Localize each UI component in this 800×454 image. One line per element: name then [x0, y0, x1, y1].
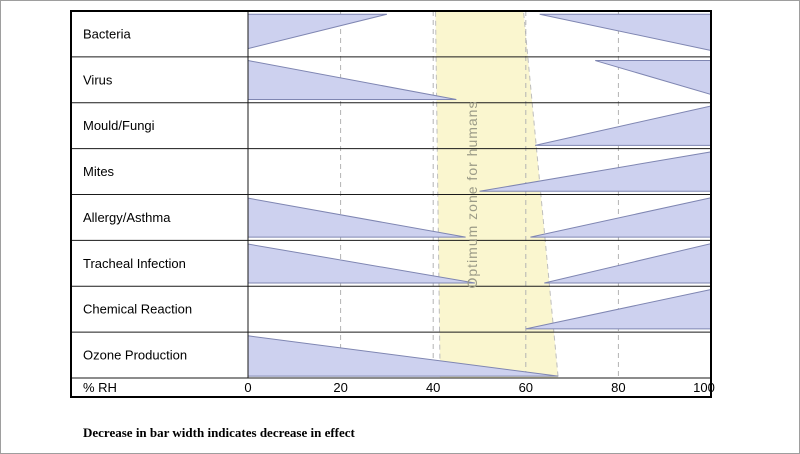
row-label-chemical-reaction: Chemical Reaction — [83, 302, 192, 317]
axis-tick-label-0: 0 — [244, 380, 251, 395]
axis-tick-label-40: 40 — [426, 380, 440, 395]
row-label-mould-fungi: Mould/Fungi — [83, 118, 155, 133]
row-label-tracheal-infection: Tracheal Infection — [83, 256, 186, 271]
optimum-zone-label: Optimum zone for humans — [464, 101, 480, 289]
row-label-virus: Virus — [83, 72, 113, 87]
axis-unit-label: % RH — [83, 380, 117, 395]
axis-tick-label-100: 100 — [693, 380, 715, 395]
row-label-bacteria: Bacteria — [83, 26, 131, 41]
chart-border — [70, 10, 712, 398]
axis-tick-label-20: 20 — [333, 380, 347, 395]
chart-background — [71, 11, 711, 397]
row-label-ozone-production: Ozone Production — [83, 348, 187, 363]
axis-tick-label-80: 80 — [611, 380, 625, 395]
caption: Decrease in bar width indicates decrease… — [83, 425, 355, 440]
row-label-allergy-asthma: Allergy/Asthma — [83, 210, 171, 225]
row-label-mites: Mites — [83, 164, 115, 179]
axis-tick-label-60: 60 — [519, 380, 533, 395]
